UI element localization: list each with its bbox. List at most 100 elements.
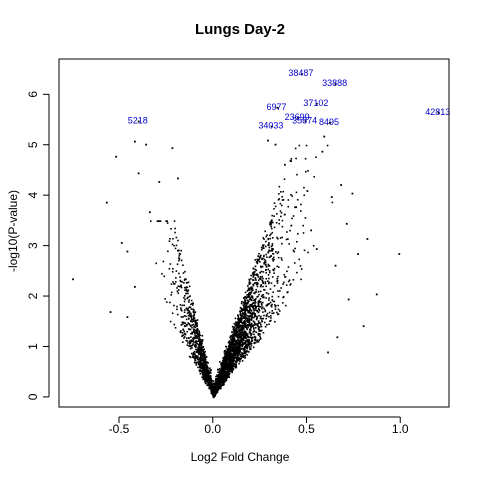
- data-point: [278, 219, 280, 221]
- data-point: [282, 283, 284, 285]
- data-point: [166, 222, 169, 224]
- data-point: [221, 383, 223, 386]
- data-point: [240, 308, 243, 310]
- data-point: [253, 327, 255, 329]
- data-point: [264, 230, 267, 233]
- data-point: [177, 177, 179, 180]
- data-point: [246, 336, 249, 338]
- data-point: [289, 159, 292, 162]
- data-point: [270, 319, 272, 322]
- data-point: [307, 251, 309, 254]
- data-point: [217, 386, 219, 388]
- data-point: [266, 303, 269, 306]
- data-point: [258, 321, 260, 324]
- data-point: [244, 336, 247, 338]
- data-point: [238, 340, 241, 343]
- data-point: [276, 265, 279, 268]
- data-point: [273, 300, 276, 303]
- data-point: [223, 350, 226, 352]
- data-point: [248, 315, 250, 318]
- data-point: [227, 359, 229, 362]
- data-point: [187, 314, 190, 317]
- data-point: [245, 343, 248, 346]
- data-point: [192, 337, 194, 340]
- data-point: [244, 324, 247, 326]
- data-point: [282, 199, 285, 201]
- data-point: [251, 313, 254, 316]
- data-point: [192, 302, 194, 305]
- data-point: [260, 270, 263, 273]
- data-point: [206, 368, 208, 371]
- data-point: [186, 323, 188, 326]
- data-point: [228, 345, 230, 347]
- data-point: [195, 364, 198, 366]
- data-point: [225, 373, 228, 375]
- data-point: [294, 247, 296, 250]
- data-point: [178, 255, 181, 257]
- data-point: [268, 242, 270, 244]
- data-point: [257, 341, 260, 343]
- data-point: [223, 375, 225, 378]
- data-point: [198, 364, 201, 367]
- data-point: [242, 337, 245, 340]
- data-point: [190, 339, 192, 341]
- data-point: [186, 282, 188, 284]
- data-point: [255, 261, 258, 263]
- data-point: [109, 311, 112, 313]
- data-point: [169, 238, 171, 240]
- data-point: [188, 285, 191, 288]
- data-point: [222, 358, 225, 361]
- data-point: [238, 347, 240, 350]
- data-point: [169, 301, 171, 304]
- data-point: [194, 324, 197, 326]
- data-point: [238, 325, 240, 328]
- data-point: [198, 335, 200, 338]
- data-point: [194, 319, 196, 322]
- data-point: [270, 317, 272, 319]
- data-point: [197, 346, 199, 349]
- data-point: [245, 320, 248, 322]
- data-point: [281, 302, 284, 304]
- data-point: [191, 332, 194, 335]
- data-point: [254, 259, 256, 261]
- data-point: [265, 317, 268, 320]
- data-point: [165, 301, 168, 303]
- data-point: [105, 201, 108, 204]
- data-point: [287, 205, 290, 208]
- data-point: [220, 366, 223, 369]
- data-point: [183, 315, 186, 317]
- data-point: [196, 340, 198, 343]
- data-point: [265, 297, 267, 299]
- data-point: [260, 284, 262, 286]
- data-point: [178, 259, 180, 262]
- data-point: [232, 366, 234, 368]
- data-point: [161, 272, 163, 275]
- data-point: [207, 382, 210, 385]
- data-point: [252, 299, 255, 302]
- data-point: [231, 356, 233, 359]
- data-point: [256, 262, 259, 265]
- data-point: [304, 157, 307, 160]
- data-point: [259, 260, 261, 263]
- data-point: [233, 333, 236, 335]
- y-tick-label: 3: [26, 242, 40, 249]
- data-point: [224, 373, 226, 376]
- data-point: [232, 368, 235, 370]
- data-point: [202, 360, 205, 362]
- data-point: [188, 306, 191, 308]
- data-point: [195, 329, 198, 331]
- data-point: [253, 292, 255, 295]
- data-point: [250, 304, 253, 306]
- data-point: [195, 332, 197, 334]
- data-point: [252, 320, 255, 323]
- data-point: [253, 298, 256, 301]
- data-point: [235, 350, 237, 353]
- data-point: [184, 295, 186, 297]
- data-point: [211, 386, 213, 388]
- data-point: [271, 249, 273, 251]
- data-point: [258, 314, 260, 317]
- data-point: [260, 295, 263, 298]
- data-point: [242, 343, 245, 346]
- data-point: [238, 362, 240, 365]
- data-point: [194, 311, 196, 314]
